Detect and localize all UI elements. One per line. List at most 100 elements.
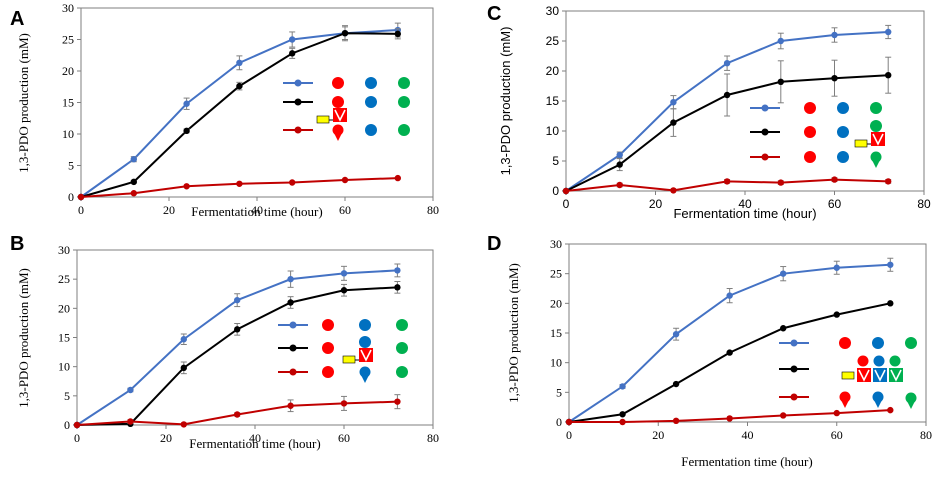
panel-c-ytick-label: 15 xyxy=(546,94,560,108)
panel-b-glyph-red-1 xyxy=(322,319,334,331)
panel-c-ylabel: 1,3-PDO production (mM) xyxy=(498,27,513,176)
panel-a-xlabel: Fermentation time (hour) xyxy=(191,204,322,219)
panel-d-glyph-blue-3-tail xyxy=(874,400,882,408)
panel-d-red-point xyxy=(619,418,626,426)
panel-d-ytick-label: 5 xyxy=(556,385,562,399)
panel-c-red-point xyxy=(723,178,731,185)
panel-d-glyph-green-3-tail xyxy=(907,401,915,409)
panel-d-black-line xyxy=(568,302,891,423)
panel-a-glyph-red-3-tail xyxy=(334,133,342,141)
panel-a-blue-point xyxy=(236,59,243,67)
panel-c-legend-red-marker xyxy=(761,153,769,161)
panel-c-black-point xyxy=(885,72,892,79)
panel-a-blue-point xyxy=(183,100,190,107)
panel-c-ytick-label: 0 xyxy=(552,184,559,198)
panel-c-legend-blue-marker xyxy=(761,104,769,112)
panel-b-ytick-label: 0 xyxy=(64,418,70,432)
panel-d-black-point xyxy=(780,325,787,332)
panel-b-red-point xyxy=(287,402,294,409)
panel-a-glyph-green-1 xyxy=(398,77,410,89)
panel-d-ytick-label: 0 xyxy=(556,415,562,429)
panel-c-blue-point xyxy=(777,37,784,45)
panel-a-red-point xyxy=(183,183,190,190)
panel-a-ytick-label: 25 xyxy=(62,33,74,47)
panel-a-ytick-label: 10 xyxy=(62,127,74,141)
panel-a-black-point xyxy=(236,82,243,90)
panel-b-xtick-label: 20 xyxy=(160,431,172,445)
panel-d-black-point xyxy=(726,349,733,356)
panel-b-glyph-blue-3-tail xyxy=(361,375,369,383)
panel-c-ytick-label: 5 xyxy=(552,154,559,168)
panel-b-glyph-blue-1 xyxy=(359,319,371,331)
panel-d-ytick-label: 15 xyxy=(550,326,562,340)
panel-c-glyph-green-2 xyxy=(870,120,882,132)
panel-b-black-point xyxy=(394,284,401,291)
panel-b-red-point xyxy=(234,411,241,418)
panel-c-glyph-red-2 xyxy=(804,126,816,138)
panel-c-xtick-label: 60 xyxy=(828,197,842,211)
panel-d-xtick-label: 40 xyxy=(742,428,754,442)
panel-b-glyph-green-3 xyxy=(396,366,408,378)
panel-d-red-point xyxy=(726,415,733,422)
panel-d-blue-point xyxy=(887,261,894,268)
panel-d-black-point xyxy=(619,411,626,418)
panel-b-xlabel: Fermentation time (hour) xyxy=(189,436,320,451)
panel-d-operon-gene-2-ball xyxy=(873,355,885,367)
panel-b-ytick-label: 5 xyxy=(64,389,70,403)
panel-c-black-point xyxy=(670,119,677,126)
panel-c-black-point xyxy=(616,161,623,168)
panel-d-legend-red-marker xyxy=(790,393,798,401)
panel-d-ytick-label: 25 xyxy=(550,267,562,281)
panel-b-red-point xyxy=(73,421,81,429)
panel-d-letter: D xyxy=(487,233,501,255)
panel-b-black-point xyxy=(340,287,348,294)
panel-a-glyph-red-1 xyxy=(332,77,344,89)
panel-b-glyph-green-2 xyxy=(396,342,408,354)
panel-a-xtick-label: 0 xyxy=(78,203,84,217)
panel-d-blue-point xyxy=(780,270,787,277)
panel-b-blue-point xyxy=(127,386,134,394)
panel-b-red-point xyxy=(340,400,348,407)
panel-b-red-point xyxy=(180,421,187,428)
panel-b-glyph-red-2 xyxy=(322,342,334,354)
panel-c-legend-black-marker xyxy=(761,128,769,136)
panel-c-blue-point xyxy=(831,31,838,39)
panel-a-blue-point xyxy=(289,36,296,43)
panel-c-red-point xyxy=(885,178,892,185)
panel-a-plot-area xyxy=(80,7,434,198)
panel-b-ytick-label: 20 xyxy=(58,301,70,315)
panel-d-blue-point xyxy=(672,330,680,338)
panel-c-blue-point xyxy=(723,60,731,67)
panel-c-xtick-label: 20 xyxy=(649,197,663,211)
panel-a-legend-red-marker xyxy=(294,126,302,134)
panel-a-letter: A xyxy=(10,8,24,30)
panel-a-black-point xyxy=(341,30,349,37)
panel-c-ytick-label: 30 xyxy=(546,4,560,18)
panel-b-glyph-green-1 xyxy=(396,319,408,331)
panel-d-glyph-blue-3 xyxy=(872,391,884,403)
panel-c-ytick-label: 10 xyxy=(546,124,560,138)
panel-d-glyph-green-3 xyxy=(905,392,917,404)
panel-a-black-point xyxy=(394,30,401,38)
panel-c-red-point xyxy=(670,187,677,194)
panel-a-glyph-red-3 xyxy=(332,124,344,136)
panel-d-red-point xyxy=(887,406,894,414)
panel-d-black-point xyxy=(672,380,680,388)
panel-a-xtick-label: 20 xyxy=(163,203,175,217)
panel-b-blue-point xyxy=(234,296,241,304)
panel-d-xtick-label: 20 xyxy=(652,428,664,442)
panel-a-ytick-label: 0 xyxy=(68,190,74,204)
panel-b-blue-point xyxy=(287,275,294,283)
panel-b-black-point xyxy=(234,326,241,333)
panel-a-glyph-blue-2 xyxy=(365,96,377,108)
panel-a-black-point xyxy=(289,50,296,57)
panel-b-plasmid-mark xyxy=(360,349,372,362)
panel-d-plot-area xyxy=(568,243,927,423)
panel-c-black-point xyxy=(723,91,731,99)
panel-a-plasmid-promoter xyxy=(316,115,330,124)
panel-c-red-point xyxy=(562,187,570,195)
panel-d-operon-gene-3-mark xyxy=(890,369,902,382)
panel-c-glyph-red-1 xyxy=(804,102,816,114)
panel-c-xtick-label: 0 xyxy=(563,197,570,211)
